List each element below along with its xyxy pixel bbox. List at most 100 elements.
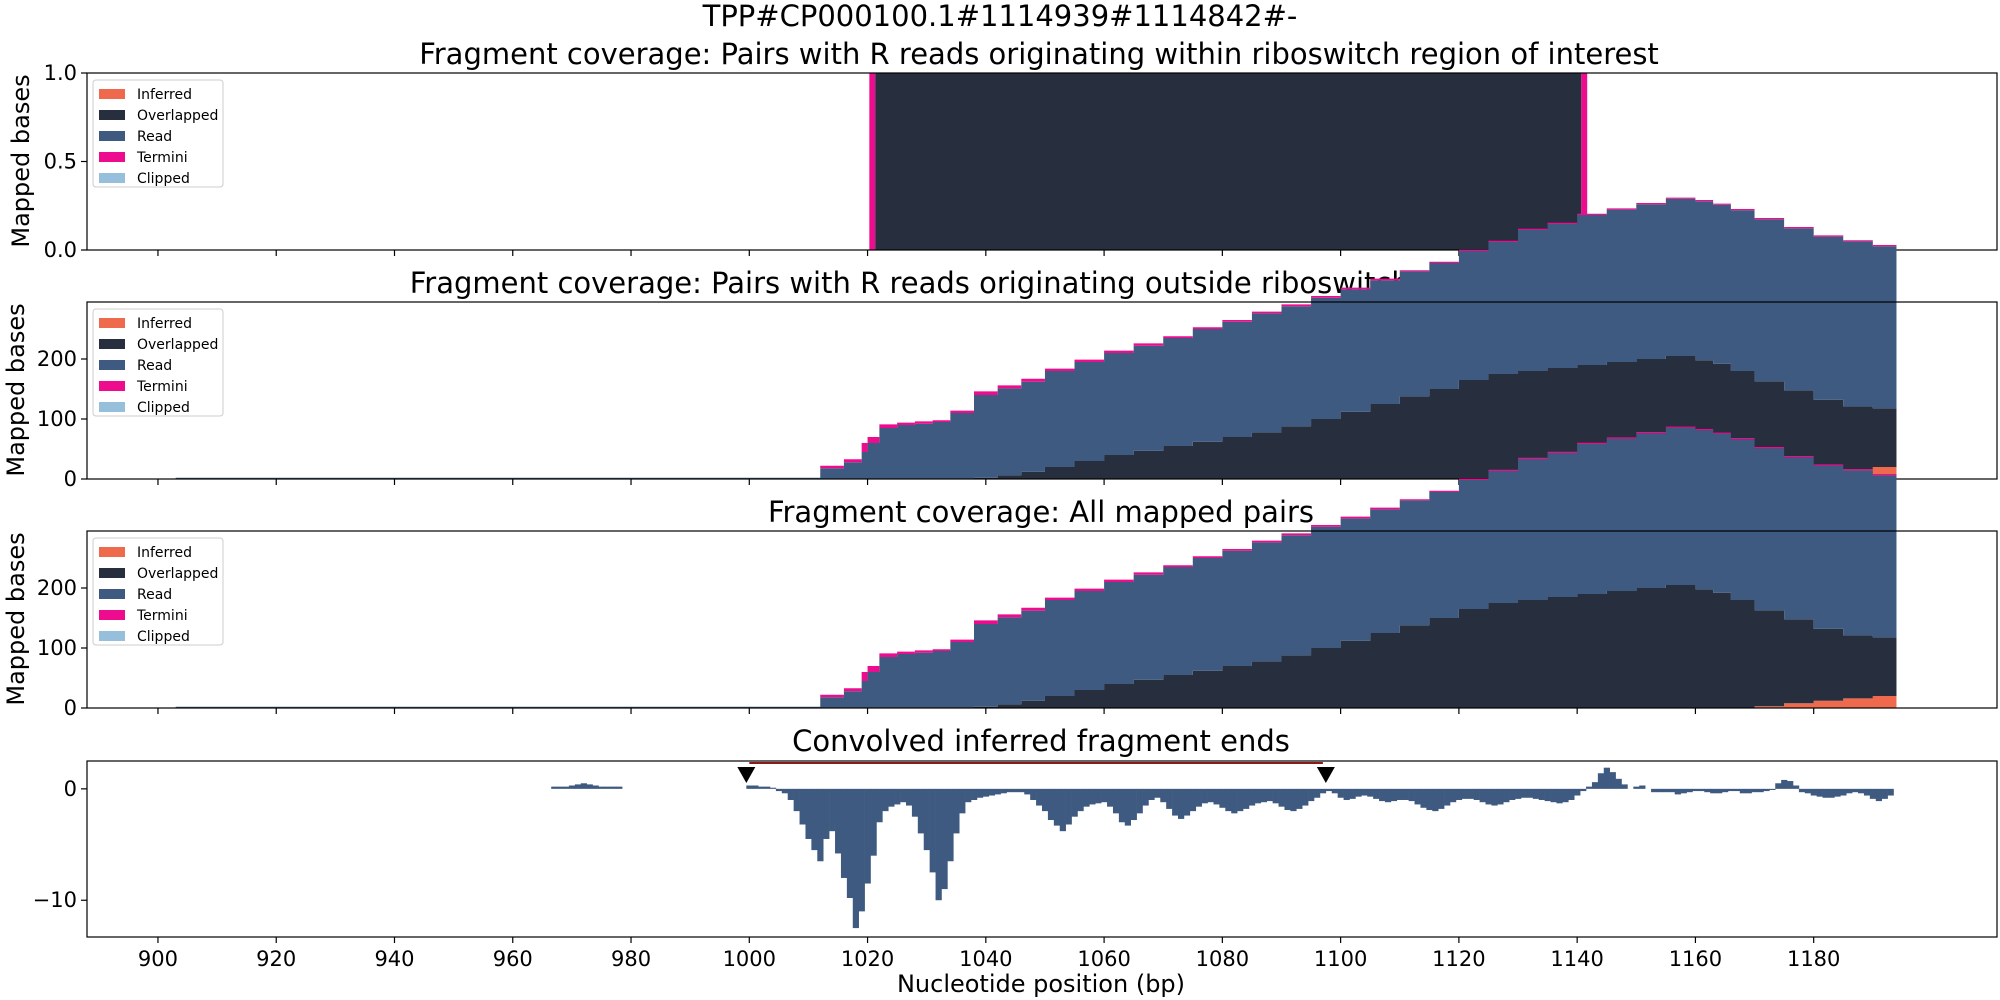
bar [1325,788,1333,792]
bar [1095,788,1102,804]
bar [1621,784,1628,789]
bar [598,786,605,789]
bar [1846,788,1853,794]
bar [1668,788,1676,793]
legend-swatch-clipped [99,173,125,183]
legend: Inferred Overlapped Read Termini Clipped [92,537,224,646]
legend-swatch-clipped [99,631,125,641]
bar [1225,788,1232,812]
bar [1615,778,1622,789]
bar [1154,788,1161,798]
legend-frame [92,79,224,188]
bar [1414,788,1421,805]
bar [1278,788,1285,807]
bar [610,786,617,789]
bar [1432,788,1439,812]
bar [1296,788,1303,809]
bar [1781,779,1788,789]
bar [1455,788,1463,800]
legend-label: Inferred [137,87,192,103]
bar [1544,788,1551,802]
bar [982,788,990,797]
bar [1373,788,1380,799]
bar [1331,788,1338,794]
bar [965,788,972,803]
legend-swatch-read [99,360,125,370]
bar [1875,788,1882,802]
series-overlapped [175,356,1897,479]
bar [568,785,576,789]
legend-swatch-inferred [99,547,125,557]
bar [1532,788,1540,799]
bar [1609,772,1616,789]
bar [1680,788,1687,794]
y-tick-label: 0 [64,777,77,801]
bar [1302,788,1309,806]
bar [1887,788,1894,796]
bar [811,788,818,851]
x-tick-label: 1080 [1196,947,1249,971]
bar [1568,788,1575,800]
legend-label: Inferred [137,545,192,561]
bar [1390,788,1398,802]
bar [769,787,777,789]
bar [976,788,984,798]
bar [1219,788,1226,808]
y-tick-label: 100 [37,407,77,431]
y-tick-label: 1.0 [44,61,77,85]
bar [1745,788,1752,794]
bar [793,788,800,812]
bar [574,784,582,789]
bar [1526,788,1534,798]
bar [1674,788,1681,795]
bar [758,786,765,789]
bar [1024,788,1031,795]
bar [1775,783,1782,789]
bar [764,786,771,789]
bar [1183,788,1191,816]
x-tick-label: 1180 [1787,947,1840,971]
bar [781,788,789,794]
bar [882,788,889,812]
bar [888,788,895,807]
panel-title: Fragment coverage: Pairs with R reads or… [419,37,1659,71]
bar [1231,788,1238,814]
panel-within-roi: Fragment coverage: Pairs with R reads or… [7,37,1998,262]
bar [846,788,854,899]
bar [1018,788,1025,793]
bar [971,788,978,800]
bar [876,788,883,823]
y-axis-label: Mapped bases [2,532,30,705]
bar [1248,788,1256,806]
bar [1083,788,1090,807]
x-tick-label: 960 [493,947,533,971]
bar [1692,788,1699,792]
bar [1071,788,1078,817]
bar [1308,788,1315,802]
y-axis-label: Mapped bases [2,303,30,476]
x-tick-label: 940 [374,947,414,971]
bar [1213,788,1220,805]
panel-all-pairs: Fragment coverage: All mapped pairs Mapp… [2,426,1998,720]
bar [746,785,753,789]
bar [1142,788,1149,806]
x-tick-label: 920 [256,947,296,971]
bar [1053,788,1061,826]
legend-label: Read [137,587,172,603]
legend-swatch-termini [99,381,125,391]
bar [1591,782,1599,789]
bar [929,788,936,873]
x-tick-label: 1000 [723,947,776,971]
legend-swatch-termini [99,610,125,620]
bar [1586,786,1593,789]
bar [1633,786,1640,789]
legend-label: Termini [136,150,188,166]
bar [1207,788,1214,803]
bar [1266,788,1273,802]
legend-swatch-overlapped [99,110,125,120]
x-axis: 900 920 940 960 980 1000 1020 1040 1060 1080 1100 1… [138,937,1840,971]
bar [1473,788,1480,800]
y-axis-label: Mapped bases [7,74,35,247]
bar [1089,788,1096,805]
